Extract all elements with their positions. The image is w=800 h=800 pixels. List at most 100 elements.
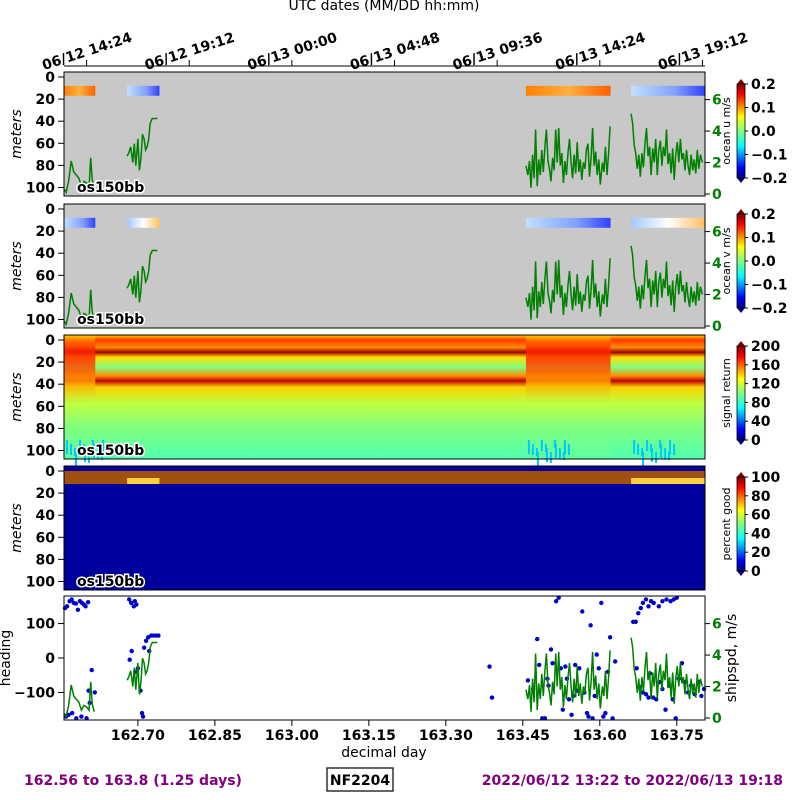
signal-return-speckle xyxy=(668,452,671,460)
shipspd-series xyxy=(126,117,158,171)
heading-point xyxy=(607,635,613,640)
velocity-cell-band xyxy=(127,85,160,96)
colorbar-tick-label: 80 xyxy=(751,395,771,411)
depth-tick-label: 20 xyxy=(36,355,56,371)
top-tick-label: 06/13 04:48 xyxy=(348,30,442,74)
shipspd-series xyxy=(126,249,158,303)
colorbar-scale xyxy=(737,477,745,571)
heading-point xyxy=(599,600,604,606)
heading-point xyxy=(590,716,595,721)
colorbar-extend-bottom xyxy=(737,440,745,445)
heading-point xyxy=(640,600,646,606)
heading-point xyxy=(560,707,565,712)
panel-ocean-v: os150bb xyxy=(63,203,706,330)
shipspd-tick-label: 0 xyxy=(712,187,722,203)
heading-point xyxy=(594,652,599,657)
signal-return-speckle xyxy=(545,448,548,462)
signal-return-speckle xyxy=(660,444,663,458)
top-tick-group: 06/12 14:24 06/12 19:12 06/13 00:00 06/13 0… xyxy=(40,30,750,74)
heading-point xyxy=(613,659,618,664)
heading-point xyxy=(656,604,661,609)
colorbar-tick-label: 40 xyxy=(751,526,771,542)
depth-tick-label: 40 xyxy=(36,114,56,130)
colorbar-tick-label: 0.2 xyxy=(751,207,776,223)
colorbar-extend-top xyxy=(737,79,745,84)
depth-tick-label: 0 xyxy=(45,464,55,480)
signal-return-speckle xyxy=(106,444,108,455)
heading-point xyxy=(127,657,132,662)
depth-tick-label: 20 xyxy=(36,224,56,240)
shipspd-tick-label: 0 xyxy=(712,711,722,727)
heading-point xyxy=(573,662,578,668)
heading-point xyxy=(596,666,601,671)
shipspd-tick-label: 2 xyxy=(712,680,722,696)
colorbar-tick-label: 0 xyxy=(751,564,761,580)
x-tick-label: 163.15 xyxy=(342,728,396,744)
instrument-label: os150bb xyxy=(77,312,144,328)
heading-point xyxy=(548,647,554,652)
signal-return-speckle xyxy=(101,452,103,460)
heading-point xyxy=(141,645,147,650)
signal-return-speckle xyxy=(558,448,561,459)
footer-day-range: 162.56 to 163.8 (1.25 days) xyxy=(24,773,242,789)
shipspd-tick-label: 0 xyxy=(712,319,722,335)
depth-tick-label: 60 xyxy=(36,136,56,152)
heading-point xyxy=(663,707,668,712)
signal-return-speckle xyxy=(66,440,68,454)
heading-point xyxy=(140,714,146,719)
signal-return-speckle xyxy=(88,452,90,463)
panel-signal-return: os150bb xyxy=(63,334,706,466)
panel-percent-good: os150bb xyxy=(63,465,706,592)
heading-tick-label: 100 xyxy=(26,617,55,633)
heading-point xyxy=(580,609,585,614)
heading-point xyxy=(701,686,707,692)
signal-return-speckle xyxy=(97,448,99,459)
top-axis-title: UTC dates (MM/DD hh:mm) xyxy=(288,0,479,14)
signal-return-speckle xyxy=(531,444,534,455)
depth-tick-label: 60 xyxy=(36,530,56,546)
heading-point xyxy=(143,638,149,643)
top-utc-axis: UTC dates (MM/DD hh:mm) 06/12 14:24 06/12… xyxy=(40,0,750,74)
heading-point xyxy=(92,690,98,695)
heading-point xyxy=(643,692,649,697)
heading-point xyxy=(699,693,704,699)
signal-return-data xyxy=(64,335,705,466)
colorbar-tick-label: 20 xyxy=(751,545,771,561)
panel-ocean-u: os150bb xyxy=(63,71,706,198)
colorbar-scale xyxy=(737,84,745,178)
heading-point xyxy=(85,600,91,605)
colorbar-scale xyxy=(737,346,745,440)
heading-point xyxy=(588,623,593,628)
heading-point xyxy=(674,595,679,600)
x-tick-label: 163.75 xyxy=(650,728,704,744)
cruise-id: NF2204 xyxy=(330,773,391,789)
heading-point xyxy=(660,599,665,604)
heading-point xyxy=(638,605,643,611)
signal-return-speckle xyxy=(567,444,570,455)
signal-return-speckle xyxy=(84,448,86,462)
colorbar-tick-label: 0.1 xyxy=(751,101,776,117)
heading-point xyxy=(535,636,540,642)
heading-point xyxy=(646,604,651,609)
cruise-id-box xyxy=(326,767,394,792)
colorbar-tick-label: −0.1 xyxy=(751,278,788,294)
depth-tick-label: 0 xyxy=(45,202,55,218)
shipspd-tick-label: 2 xyxy=(712,288,722,304)
colorbar-extend-bottom xyxy=(737,178,745,183)
depth-axis-label: meters xyxy=(9,372,25,421)
x-axis-label: decimal day xyxy=(341,745,426,761)
velocity-cell-band xyxy=(631,85,705,96)
shipspd-tick-label: 6 xyxy=(712,225,722,241)
heading-point xyxy=(554,599,559,604)
signal-return-speckle xyxy=(673,444,676,455)
velocity-cell-band xyxy=(64,85,96,96)
depth-tick-label: 0 xyxy=(45,333,55,349)
signal-return-speckle xyxy=(633,440,636,454)
depth-axis-label: meters xyxy=(9,241,25,290)
signal-return-speckle xyxy=(540,440,543,451)
colorbar-tick-label: 40 xyxy=(751,414,771,430)
signal-return-underway xyxy=(64,335,96,459)
velocity-cell-band xyxy=(631,217,705,228)
colorbar-tick-label: −0.2 xyxy=(751,171,788,187)
shipspd-series xyxy=(63,157,96,195)
